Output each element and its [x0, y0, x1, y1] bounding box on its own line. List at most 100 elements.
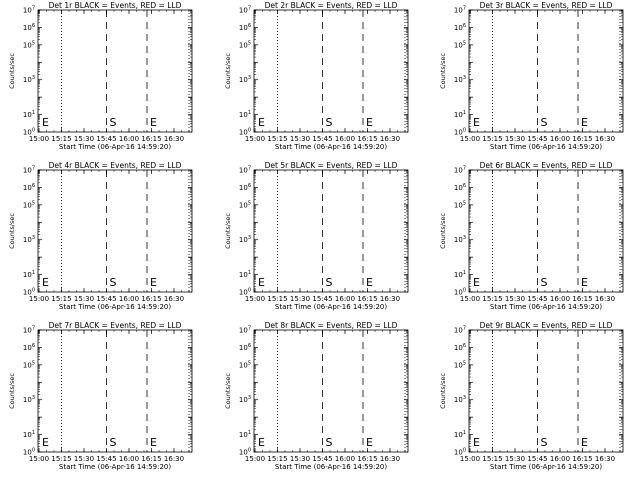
y-tick-label: 100: [239, 128, 251, 137]
plot-frame: [253, 9, 409, 133]
x-tick-label: 16:15: [572, 455, 592, 463]
x-tick-label: 15:45: [527, 455, 547, 463]
x-tick-label: 15:45: [527, 295, 547, 303]
y-tick-label: 105: [454, 360, 466, 369]
x-tick-label: 16:30: [380, 135, 400, 143]
x-axis-label: Start Time (06-Apr-16 14:59:20): [59, 143, 171, 151]
y-tick-exponent: 3: [248, 395, 251, 401]
y-tick-label: 103: [454, 75, 466, 84]
detector-panel: Det 2r BLACK = Events, RED = LLD10010110…: [224, 1, 409, 151]
panel-title: Det 9r BLACK = Events, RED = LLD: [480, 321, 613, 330]
y-axis-label: Counts/sec: [439, 213, 447, 249]
y-tick-label: 100: [23, 288, 35, 297]
x-tick-label: 15:15: [51, 135, 71, 143]
marker-label-e: E: [42, 436, 49, 449]
y-axis-label: Counts/sec: [8, 213, 16, 249]
x-tick-label: 15:30: [505, 135, 525, 143]
y-tick-label: 101: [23, 430, 35, 439]
panel-title: Det 4r BLACK = Events, RED = LLD: [49, 161, 182, 170]
y-tick-exponent: 7: [463, 326, 466, 332]
y-tick-exponent: 1: [463, 270, 466, 276]
marker-label-e: E: [42, 116, 49, 129]
marker-label-s: S: [110, 116, 117, 129]
y-tick-exponent: 1: [32, 270, 35, 276]
x-tick-label: 15:00: [245, 295, 265, 303]
y-tick-label: 101: [239, 430, 251, 439]
x-tick-label: 15:30: [74, 455, 94, 463]
x-tick-label: 15:00: [29, 135, 49, 143]
x-axis-label: Start Time (06-Apr-16 14:59:20): [59, 303, 171, 311]
y-tick-label: 106: [23, 23, 35, 32]
x-axis-label: Start Time (06-Apr-16 14:59:20): [490, 303, 602, 311]
x-tick-label: 16:15: [141, 295, 161, 303]
y-axis-label: Counts/sec: [439, 373, 447, 409]
y-tick-label: 107: [23, 6, 35, 15]
marker-label-e: E: [473, 436, 480, 449]
marker-label-e: E: [473, 116, 480, 129]
x-tick-label: 15:30: [290, 135, 310, 143]
y-tick-exponent: 5: [463, 40, 466, 46]
y-tick-label: 105: [23, 360, 35, 369]
x-tick-label: 15:15: [51, 295, 71, 303]
y-tick-label: 103: [23, 235, 35, 244]
x-tick-label: 16:15: [572, 135, 592, 143]
x-tick-label: 15:45: [312, 135, 332, 143]
y-tick-exponent: 5: [248, 360, 251, 366]
y-tick-exponent: 5: [32, 40, 35, 46]
y-tick-label: 103: [239, 75, 251, 84]
x-tick-label: 16:30: [164, 135, 184, 143]
x-tick-label: 15:30: [290, 295, 310, 303]
y-tick-exponent: 0: [248, 448, 251, 454]
y-tick-exponent: 0: [32, 448, 35, 454]
y-tick-exponent: 0: [32, 128, 35, 134]
y-tick-exponent: 6: [248, 23, 251, 29]
y-tick-label: 105: [239, 200, 251, 209]
y-tick-exponent: 5: [248, 40, 251, 46]
y-tick-exponent: 3: [248, 75, 251, 81]
y-tick-label: 100: [454, 448, 466, 457]
y-tick-exponent: 0: [248, 288, 251, 294]
detector-panel: Det 5r BLACK = Events, RED = LLD10010110…: [224, 161, 409, 311]
x-tick-label: 15:30: [505, 295, 525, 303]
y-tick-exponent: 3: [32, 75, 35, 81]
panel-title: Det 8r BLACK = Events, RED = LLD: [265, 321, 398, 330]
marker-label-s: S: [326, 116, 333, 129]
y-tick-exponent: 7: [248, 6, 251, 12]
x-tick-label: 15:45: [312, 455, 332, 463]
x-tick-label: 16:30: [380, 455, 400, 463]
plot-frame: [37, 329, 193, 453]
y-tick-label: 107: [454, 6, 466, 15]
y-tick-label: 100: [23, 128, 35, 137]
x-axis-label: Start Time (06-Apr-16 14:59:20): [275, 463, 387, 471]
x-tick-label: 16:30: [595, 295, 615, 303]
x-tick-label: 15:15: [267, 135, 287, 143]
x-tick-label: 15:00: [460, 135, 480, 143]
y-tick-exponent: 5: [463, 200, 466, 206]
plot-frame: [253, 329, 409, 453]
y-tick-label: 100: [23, 448, 35, 457]
y-tick-exponent: 3: [463, 75, 466, 81]
x-tick-label: 15:15: [51, 455, 71, 463]
y-tick-exponent: 1: [463, 110, 466, 116]
y-tick-exponent: 6: [463, 183, 466, 189]
y-tick-exponent: 6: [32, 343, 35, 349]
x-tick-label: 15:45: [96, 295, 116, 303]
plot-frame: [37, 169, 193, 293]
y-tick-label: 100: [239, 448, 251, 457]
y-tick-exponent: 5: [32, 360, 35, 366]
plot-frame: [468, 329, 624, 453]
x-tick-label: 16:30: [380, 295, 400, 303]
y-tick-exponent: 6: [248, 343, 251, 349]
marker-label-e: E: [150, 276, 157, 289]
marker-label-e: E: [473, 276, 480, 289]
y-tick-exponent: 1: [248, 110, 251, 116]
y-tick-label: 107: [23, 166, 35, 175]
y-tick-exponent: 3: [248, 235, 251, 241]
y-tick-exponent: 7: [32, 326, 35, 332]
y-tick-exponent: 6: [463, 23, 466, 29]
y-tick-label: 106: [239, 343, 251, 352]
x-tick-label: 16:30: [164, 295, 184, 303]
y-tick-label: 103: [23, 75, 35, 84]
x-tick-label: 16:15: [141, 135, 161, 143]
panel-title: Det 2r BLACK = Events, RED = LLD: [265, 1, 398, 10]
